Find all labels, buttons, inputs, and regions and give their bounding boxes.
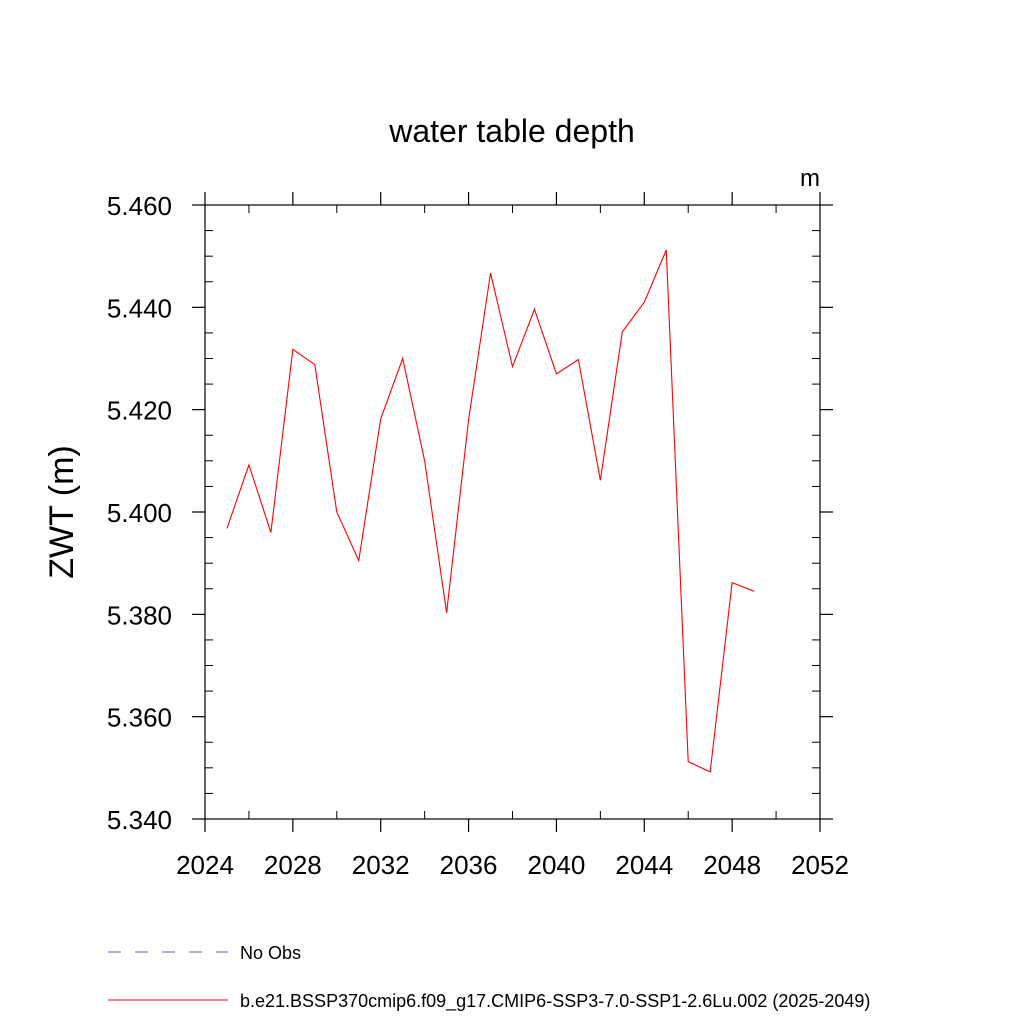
x-axis: 2024 2028 2032 2036 2040 2044 2048 2052 [176, 192, 849, 880]
legend: No Obs b.e21.BSSP370cmip6.f09_g17.CMIP6-S… [108, 943, 870, 1012]
legend-label: No Obs [240, 943, 301, 963]
x-tick-label: 2024 [176, 850, 234, 880]
y-tick-label: 5.460 [107, 191, 172, 221]
x-tick-label: 2040 [528, 850, 586, 880]
y-tick-label: 5.380 [107, 600, 172, 630]
units-label: m [800, 165, 820, 192]
y-axis: 5.340 5.360 5.380 5.400 5.420 5.440 5.460 [107, 191, 833, 835]
y-tick-label: 5.360 [107, 703, 172, 733]
x-tick-label: 2036 [440, 850, 498, 880]
plot-frame [204, 204, 821, 820]
y-tick-label: 5.420 [107, 396, 172, 426]
legend-label: b.e21.BSSP370cmip6.f09_g17.CMIP6-SSP3-7.… [240, 991, 870, 1012]
x-tick-label: 2052 [791, 850, 849, 880]
chart-title: water table depth [388, 113, 635, 149]
x-tick-label: 2032 [352, 850, 410, 880]
y-tick-label: 5.400 [107, 498, 172, 528]
y-axis-label: ZWT (m) [43, 445, 81, 578]
series-line [226, 249, 755, 773]
x-tick-label: 2048 [703, 850, 761, 880]
series-layer [226, 249, 755, 773]
y-tick-label: 5.340 [107, 805, 172, 835]
x-tick-label: 2028 [264, 850, 322, 880]
x-tick-label: 2044 [615, 850, 673, 880]
y-tick-label: 5.440 [107, 293, 172, 323]
